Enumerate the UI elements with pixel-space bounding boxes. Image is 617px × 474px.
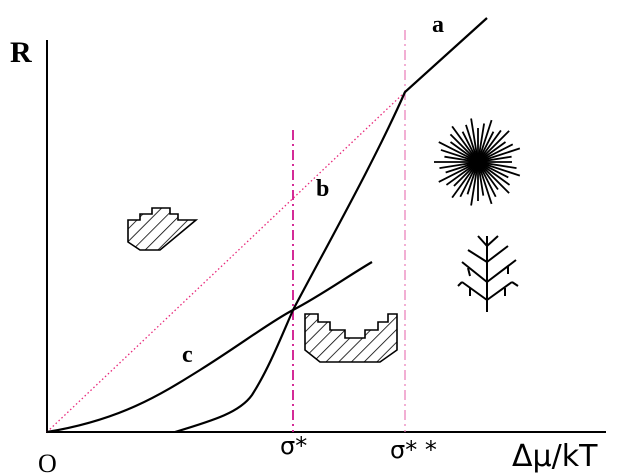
spike <box>449 133 479 163</box>
spike <box>477 161 517 169</box>
spike <box>477 130 510 163</box>
spike <box>477 129 502 163</box>
spike <box>451 161 479 199</box>
spike <box>451 125 479 163</box>
curve-label: b <box>316 176 329 202</box>
dendrite-icon <box>457 235 519 312</box>
spike <box>477 155 512 163</box>
spike <box>440 149 479 163</box>
spike <box>477 119 493 163</box>
spherulite-icon <box>434 118 521 206</box>
curve-label: c <box>182 342 193 368</box>
spike <box>477 143 514 163</box>
spike <box>465 124 479 163</box>
spike <box>470 161 479 206</box>
spike <box>439 161 479 169</box>
origin-label: O <box>38 449 57 474</box>
spike <box>459 161 479 198</box>
spike <box>470 118 479 163</box>
spike <box>438 141 479 163</box>
spike <box>477 161 511 186</box>
curve-b <box>46 91 406 433</box>
spike <box>477 161 497 198</box>
curve-c <box>46 261 373 434</box>
stepped-surface-icon <box>127 207 199 251</box>
marker-label: σ* <box>280 432 307 460</box>
y-axis-label: R <box>10 36 32 69</box>
spike <box>477 123 485 163</box>
curve-label: a <box>432 12 444 38</box>
curve-a <box>174 17 488 434</box>
spike <box>438 161 479 183</box>
rough-surface-icon <box>304 313 398 363</box>
marker-label: σ* * <box>390 436 437 464</box>
x-axis-label: Δμ/kT <box>512 439 598 474</box>
spike <box>445 161 479 186</box>
spike <box>477 147 521 163</box>
spike <box>477 161 510 194</box>
spike <box>477 161 521 177</box>
spike <box>477 161 493 205</box>
